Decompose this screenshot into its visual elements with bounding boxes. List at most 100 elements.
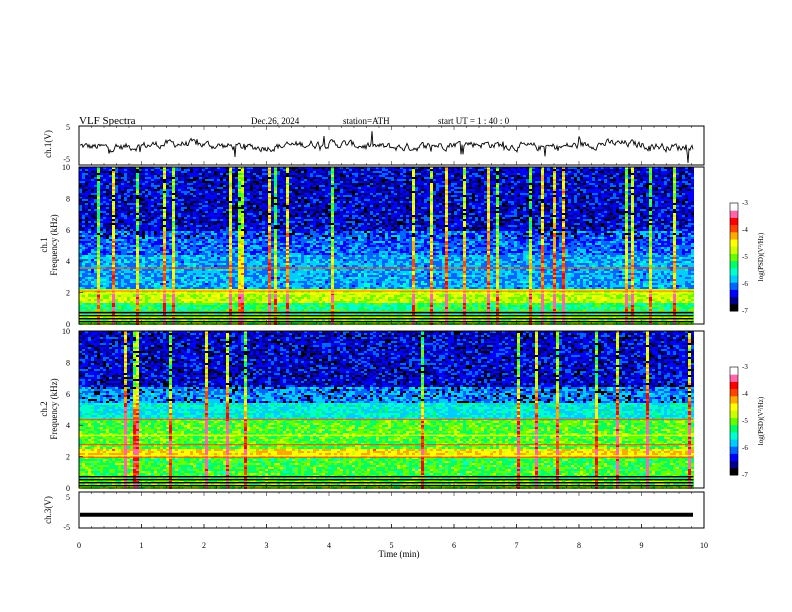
- spec1-cell: [277, 173, 280, 175]
- spec1-cell: [400, 171, 403, 173]
- spec1-cell: [679, 171, 682, 173]
- spec1-cell: [466, 173, 469, 175]
- spec1-cell: [301, 175, 304, 177]
- spec1-cell: [667, 169, 670, 171]
- spec1-cell: [154, 173, 157, 175]
- spec1-cell: [286, 169, 289, 171]
- spec1-cell: [496, 169, 499, 171]
- spec1-cell: [646, 173, 649, 175]
- spec1-cell: [124, 169, 127, 171]
- spec1-cell: [535, 173, 538, 175]
- spec1-cell: [166, 169, 169, 171]
- spec1-cell: [592, 171, 595, 173]
- spec1-cell: [187, 173, 190, 175]
- spec1-cell: [517, 171, 520, 173]
- spec1-cell: [619, 171, 622, 173]
- spec1-cell: [331, 169, 334, 171]
- spec1-cell: [532, 171, 535, 173]
- spec1-cell: [376, 173, 379, 175]
- spec1-cell: [151, 175, 154, 177]
- spec1-cell: [163, 175, 166, 177]
- spec1-cell: [520, 171, 523, 173]
- spec1-cell: [250, 175, 253, 177]
- spec1-cell: [301, 173, 304, 175]
- spec1-cell: [685, 171, 688, 173]
- spec1-cell: [634, 171, 637, 173]
- spec1-cell: [97, 169, 100, 171]
- spec1-cell: [298, 169, 301, 171]
- spec1-cell: [322, 171, 325, 173]
- spec1-cell: [283, 169, 286, 171]
- spec1-cell: [91, 175, 94, 177]
- spec1-cell: [514, 173, 517, 175]
- spec1-cell: [103, 175, 106, 177]
- spec1-cell: [469, 173, 472, 175]
- spec1-cell: [259, 169, 262, 171]
- spec1-cell: [529, 171, 532, 173]
- spec1-cell: [589, 173, 592, 175]
- spec1-cell: [157, 173, 160, 175]
- spec1-cell: [91, 171, 94, 173]
- spec1-cell: [673, 171, 676, 173]
- spec1-cell: [658, 171, 661, 173]
- spec1-cell: [196, 173, 199, 175]
- spec1-cell: [541, 173, 544, 175]
- spec1-cell: [142, 173, 145, 175]
- spec1-cell: [136, 175, 139, 177]
- spec1-cell: [106, 173, 109, 175]
- spec1-cell: [298, 173, 301, 175]
- spec1-cell: [85, 173, 88, 175]
- spec1-cell: [121, 171, 124, 173]
- spec1-cell: [457, 173, 460, 175]
- spec1-cell: [202, 169, 205, 171]
- spec1-cell: [277, 171, 280, 173]
- spec1-cell: [556, 171, 559, 173]
- spec1-cell: [253, 175, 256, 177]
- spec1-cell: [502, 169, 505, 171]
- spec1-cell: [385, 169, 388, 171]
- spec1-cell: [103, 173, 106, 175]
- spec1-cell: [172, 175, 175, 177]
- spec1-cell: [427, 169, 430, 171]
- spec1-cell: [115, 171, 118, 173]
- spec1-cell: [295, 175, 298, 177]
- spec1-cell: [355, 173, 358, 175]
- spec1-cell: [631, 169, 634, 171]
- spec1-cell: [289, 175, 292, 177]
- spec1-cell: [349, 173, 352, 175]
- spec1-cell: [280, 169, 283, 171]
- spec1-cell: [544, 169, 547, 171]
- spec1-cell: [322, 173, 325, 175]
- spec1-cell: [622, 169, 625, 171]
- spec1-cell: [169, 175, 172, 177]
- spec1-cell: [421, 169, 424, 171]
- spec1-cell: [403, 171, 406, 173]
- spec1-cell: [532, 169, 535, 171]
- spec1-cell: [208, 169, 211, 171]
- spec1-cell: [508, 173, 511, 175]
- spec1-cell: [298, 171, 301, 173]
- spec1-cell: [307, 173, 310, 175]
- spec1-cell: [604, 173, 607, 175]
- spec1-cell: [421, 173, 424, 175]
- spec1-cell: [565, 169, 568, 171]
- spec1-cell: [286, 171, 289, 173]
- spec1-cell: [562, 173, 565, 175]
- spec1-cell: [475, 171, 478, 173]
- spec1-cell: [658, 169, 661, 171]
- spec1-cell: [466, 171, 469, 173]
- spec1-cell: [559, 169, 562, 171]
- spec1-cell: [271, 173, 274, 175]
- spec1-cell: [127, 169, 130, 171]
- spec1-cell: [520, 169, 523, 171]
- spec1-cell: [634, 169, 637, 171]
- spec1-cell: [307, 175, 310, 177]
- spec1-cell: [280, 171, 283, 173]
- spec1-cell: [622, 171, 625, 173]
- spec1-cell: [145, 169, 148, 171]
- spec1-cell: [199, 169, 202, 171]
- spec1-cell: [352, 171, 355, 173]
- spec1-cell: [214, 169, 217, 171]
- spec1-cell: [331, 171, 334, 173]
- spec1-cell: [256, 175, 259, 177]
